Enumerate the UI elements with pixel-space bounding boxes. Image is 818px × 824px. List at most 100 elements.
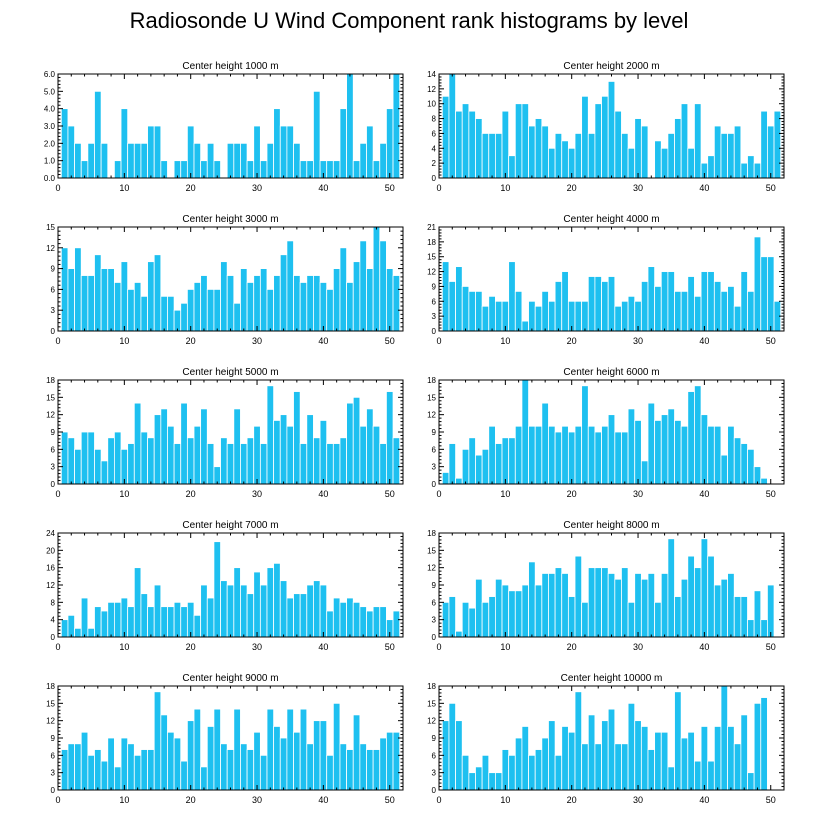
histogram-bar <box>220 437 228 485</box>
histogram-bar <box>379 443 387 485</box>
histogram-bar <box>352 396 361 485</box>
histogram-bar <box>660 573 669 638</box>
histogram-bar <box>87 142 95 179</box>
x-tick-label: 30 <box>252 795 262 805</box>
histogram-bar <box>120 261 129 332</box>
histogram-bar <box>226 275 235 332</box>
histogram-bar <box>220 743 228 791</box>
histogram-bar <box>167 731 175 791</box>
histogram-bar <box>574 691 583 791</box>
x-tick-label: 20 <box>186 489 196 499</box>
histogram-bar <box>707 155 715 179</box>
histogram-bar <box>319 282 328 332</box>
x-tick-label: 30 <box>633 795 643 805</box>
y-tick-label: 0 <box>432 327 437 336</box>
histogram-bar <box>366 610 374 638</box>
histogram-bar <box>306 414 314 485</box>
histogram-bar <box>514 290 523 332</box>
histogram-bar <box>461 448 470 485</box>
histogram-bar <box>147 606 155 638</box>
histogram-bar <box>352 160 361 179</box>
histogram-bar <box>521 726 529 791</box>
histogram-bar <box>640 578 649 638</box>
histogram-bar <box>379 142 387 179</box>
histogram-bar <box>147 125 155 179</box>
y-tick-label: 24 <box>46 529 55 538</box>
histogram-bar <box>173 160 182 179</box>
histogram-bar <box>339 437 348 485</box>
y-tick-label: 9 <box>432 282 437 291</box>
histogram-bar <box>727 133 735 179</box>
histogram-bar <box>74 247 82 332</box>
y-tick-label: 15 <box>427 253 436 262</box>
y-tick-label: 0 <box>432 480 437 489</box>
histogram-bar <box>501 584 510 638</box>
histogram-bar <box>707 555 715 638</box>
histogram-bar <box>508 155 516 179</box>
histogram-bar <box>720 685 729 791</box>
histogram-bar <box>94 448 102 485</box>
histogram-bar <box>607 414 616 485</box>
histogram-bar <box>133 142 142 179</box>
y-tick-label: 4.0 <box>44 105 56 114</box>
histogram-bar <box>614 578 622 638</box>
histogram-bar <box>233 408 241 485</box>
y-tick-label: 0 <box>51 480 56 489</box>
histogram-bar <box>647 573 656 638</box>
histogram-bar <box>293 731 301 791</box>
y-tick-label: 3.0 <box>44 122 56 131</box>
histogram-bar <box>352 714 361 791</box>
histogram-bar <box>160 606 168 638</box>
histogram-bar <box>601 281 609 332</box>
histogram-bar <box>753 702 762 791</box>
histogram-bar <box>200 408 208 485</box>
x-tick-label: 10 <box>119 795 129 805</box>
histogram-bar <box>634 573 642 638</box>
histogram-bar <box>279 737 288 791</box>
histogram-bar <box>647 266 656 332</box>
histogram-bar <box>627 147 636 179</box>
x-tick-label: 10 <box>500 642 510 652</box>
histogram-bar <box>386 731 394 791</box>
histogram-bar <box>67 125 75 179</box>
histogram-bar <box>674 420 682 485</box>
histogram-bar <box>448 73 456 179</box>
histogram-bar <box>561 140 569 179</box>
y-tick-label: 2 <box>432 159 437 168</box>
histogram-bar <box>286 425 294 485</box>
histogram-bar <box>173 737 182 791</box>
histogram-bar <box>674 290 682 332</box>
histogram-bar <box>186 437 195 485</box>
histogram-bar <box>326 160 334 179</box>
histogram-bar <box>60 619 69 638</box>
histogram-bar <box>627 408 636 485</box>
histogram-bar <box>140 431 148 485</box>
y-tick-label: 3 <box>432 312 437 321</box>
histogram-bar <box>286 240 294 332</box>
histogram-bar <box>727 286 735 332</box>
x-tick-label: 50 <box>766 336 776 346</box>
histogram-bar <box>386 391 394 485</box>
histogram-bar <box>226 443 235 485</box>
histogram-bar <box>501 437 510 485</box>
histogram-bar <box>461 754 470 791</box>
histogram-bar <box>306 584 314 638</box>
histogram-bar <box>100 460 109 485</box>
histogram-bar <box>74 448 82 485</box>
histogram-bar <box>266 385 275 485</box>
histogram-bar <box>561 726 569 791</box>
histogram-bar <box>581 385 589 485</box>
histogram-bar <box>694 567 702 638</box>
histogram-bar <box>206 726 215 791</box>
histogram-bar <box>160 295 168 332</box>
histogram-bar <box>339 247 348 332</box>
histogram-bar <box>548 425 556 485</box>
y-tick-label: 12 <box>46 411 55 420</box>
histogram-bar <box>313 275 321 332</box>
histogram-bar <box>548 720 556 791</box>
histogram-bar <box>713 726 722 791</box>
panel-title: Center height 2000 m <box>563 61 659 72</box>
histogram-bar <box>455 720 463 791</box>
x-tick-label: 20 <box>567 336 577 346</box>
histogram-bar <box>567 731 576 791</box>
